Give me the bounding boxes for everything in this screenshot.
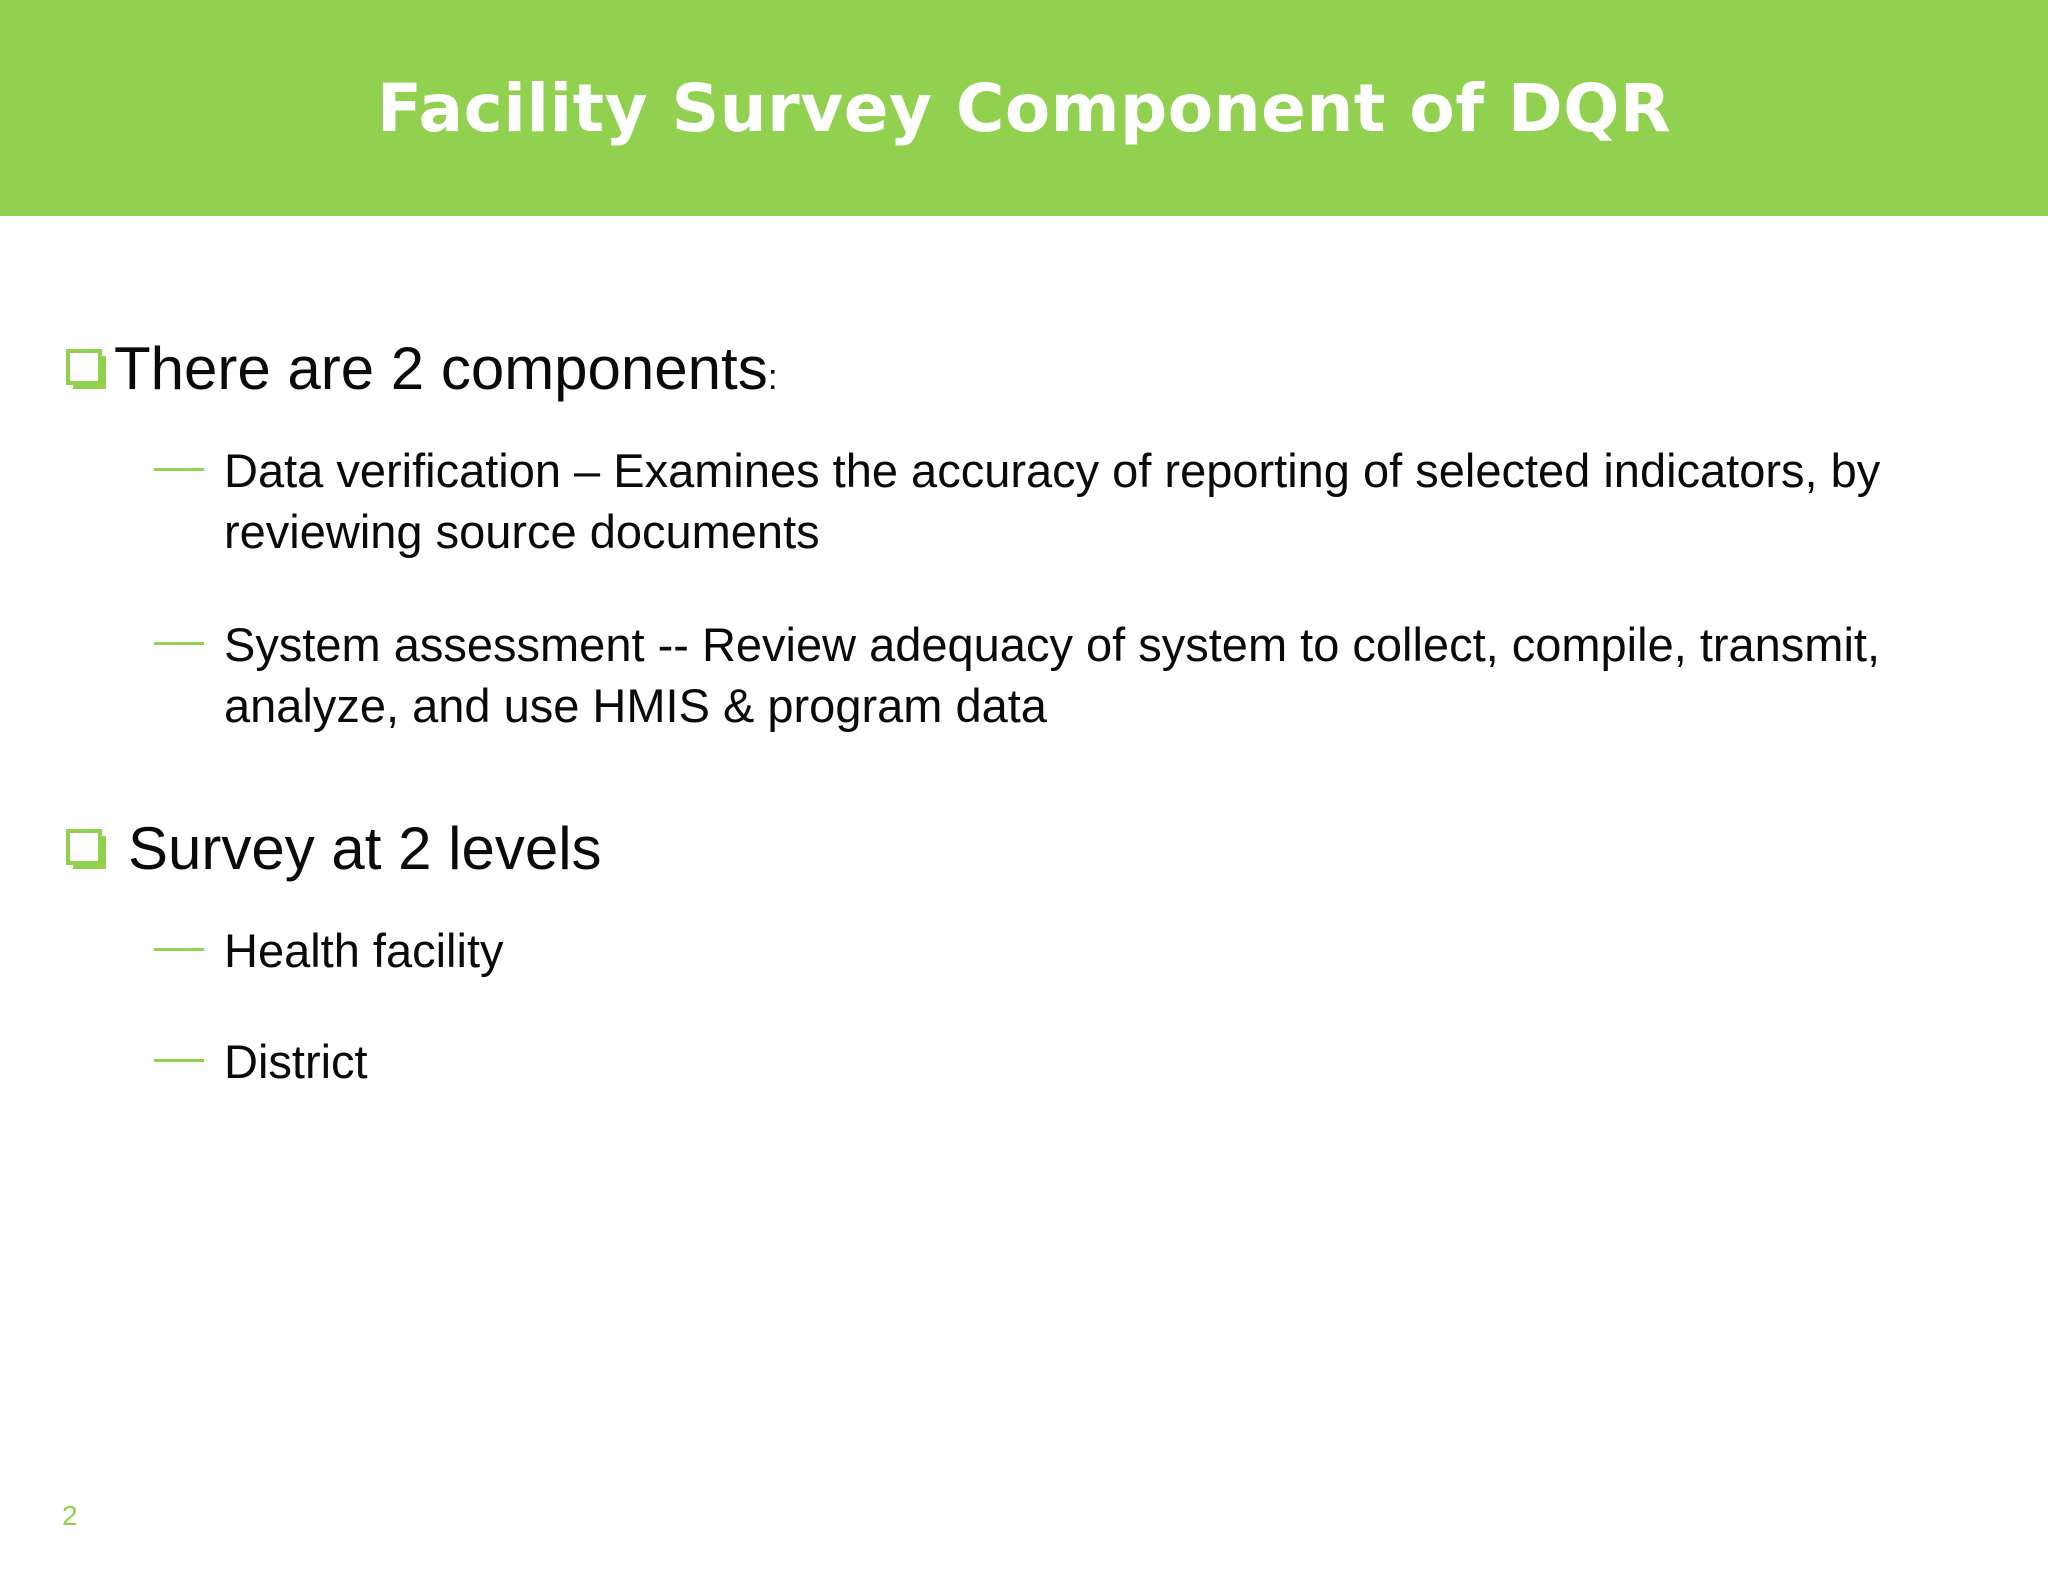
checkbox-square-icon: [66, 348, 106, 389]
sub-bullet-text: District: [224, 1035, 368, 1088]
section-heading: Survey at 2 levels: [128, 815, 602, 882]
sub-bullet-text: Health facility: [224, 924, 504, 977]
sub-bullet-text: System assessment -- Review adequacy of …: [224, 618, 1881, 732]
dash-bullet-icon: [154, 948, 204, 951]
sub-bullet-system-assessment: System assessment -- Review adequacy of …: [154, 614, 2024, 736]
bullet-section-components: There are 2 components:: [66, 334, 778, 403]
sub-bullet-district: District: [154, 1031, 2024, 1092]
sub-bullet-text: Data verification – Examines the accurac…: [224, 444, 1881, 558]
sub-bullet-health-facility: Health facility: [154, 920, 2024, 981]
dash-bullet-icon: [154, 642, 204, 645]
title-banner: Facility Survey Component of DQR: [0, 0, 2048, 216]
checkbox-square-icon: [66, 828, 106, 869]
page-number: 2: [62, 1500, 78, 1531]
dash-bullet-icon: [154, 1059, 204, 1062]
dash-bullet-icon: [154, 468, 204, 471]
slide-title: Facility Survey Component of DQR: [376, 69, 1672, 147]
section-heading: There are 2 components:: [114, 335, 778, 402]
bullet-section-levels: Survey at 2 levels: [66, 814, 602, 883]
sub-bullet-data-verification: Data verification – Examines the accurac…: [154, 440, 2024, 562]
